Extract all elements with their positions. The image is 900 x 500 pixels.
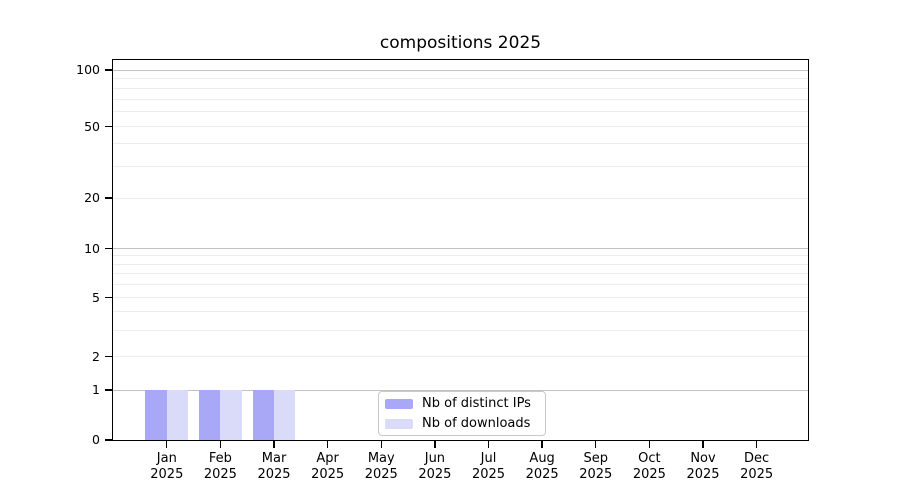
chart-title: compositions 2025 (379, 33, 542, 53)
minor-gridline (113, 273, 809, 275)
bar-downloads (220, 390, 242, 440)
y-tick-mark (105, 247, 112, 250)
minor-gridline (113, 297, 809, 298)
x-tick-label: Sep 2025 (579, 451, 613, 482)
y-tick-label: 100 (76, 62, 100, 77)
y-tick-label: 5 (92, 289, 100, 305)
minor-gridline (113, 111, 809, 113)
y-tick-mark (105, 125, 112, 128)
x-tick-mark (219, 441, 222, 448)
y-tick-mark (105, 296, 112, 299)
y-tick-label: 1 (92, 382, 100, 397)
x-tick-label: Mar 2025 (257, 451, 291, 482)
y-tick-mark (105, 69, 112, 71)
minor-gridline (113, 98, 809, 100)
minor-gridline (113, 197, 809, 199)
minor-gridline (113, 255, 809, 257)
x-tick-label: Oct 2025 (632, 451, 666, 482)
bar-distinct-ips (199, 390, 221, 440)
minor-gridline (113, 263, 809, 265)
x-tick-mark (541, 441, 543, 448)
y-tick-mark (105, 355, 112, 358)
minor-gridline (113, 284, 809, 286)
bar-distinct-ips (145, 390, 167, 440)
legend-swatch-downloads (385, 418, 413, 429)
x-tick-mark (595, 441, 597, 448)
minor-gridline (113, 356, 809, 357)
major-gridline (113, 389, 809, 391)
x-tick-label: Apr 2025 (311, 451, 345, 482)
x-tick-mark (755, 441, 758, 448)
y-tick-label: 10 (84, 240, 100, 256)
x-tick-label: Jul 2025 (471, 451, 506, 482)
y-tick-label: 0 (92, 432, 100, 447)
x-tick-mark (273, 441, 275, 448)
x-tick-mark (380, 441, 382, 448)
minor-gridline (113, 126, 809, 127)
x-tick-label: Aug 2025 (525, 451, 559, 482)
x-tick-label: Jun 2025 (418, 451, 452, 482)
legend: Nb of distinct IPs Nb of downloads (378, 391, 546, 436)
minor-gridline (113, 87, 809, 89)
y-tick-label: 2 (92, 348, 100, 364)
x-tick-mark (487, 441, 490, 448)
minor-gridline (113, 78, 809, 80)
bar-distinct-ips (252, 390, 275, 440)
legend-label-distinct-ips: Nb of distinct IPs (422, 396, 531, 411)
minor-gridline (113, 165, 809, 167)
x-tick-label: Dec 2025 (740, 451, 774, 482)
minor-gridline (113, 311, 809, 313)
major-gridline (113, 69, 809, 71)
x-tick-label: May 2025 (364, 451, 398, 482)
legend-swatch-distinct-ips (385, 398, 413, 409)
y-tick-label: 20 (84, 190, 100, 205)
x-tick-mark (648, 441, 651, 448)
x-tick-label: Feb 2025 (203, 451, 237, 482)
x-tick-mark (166, 441, 168, 448)
legend-item-downloads: Nb of downloads (385, 415, 545, 432)
y-tick-mark (105, 439, 112, 441)
y-tick-mark (105, 197, 112, 199)
x-tick-mark (434, 441, 436, 448)
major-gridline (113, 248, 809, 249)
bar-downloads (274, 390, 296, 440)
minor-gridline (113, 329, 809, 331)
plot-border (112, 59, 809, 441)
x-tick-label: Nov 2025 (686, 451, 720, 482)
legend-label-downloads: Nb of downloads (422, 416, 531, 431)
y-tick-label: 50 (84, 118, 100, 134)
x-tick-mark (702, 441, 704, 448)
x-tick-mark (326, 441, 329, 448)
legend-item-distinct-ips: Nb of distinct IPs (385, 395, 545, 412)
y-tick-mark (105, 389, 112, 391)
x-tick-label: Jan 2025 (150, 451, 184, 482)
bar-downloads (166, 390, 189, 440)
minor-gridline (113, 143, 809, 145)
